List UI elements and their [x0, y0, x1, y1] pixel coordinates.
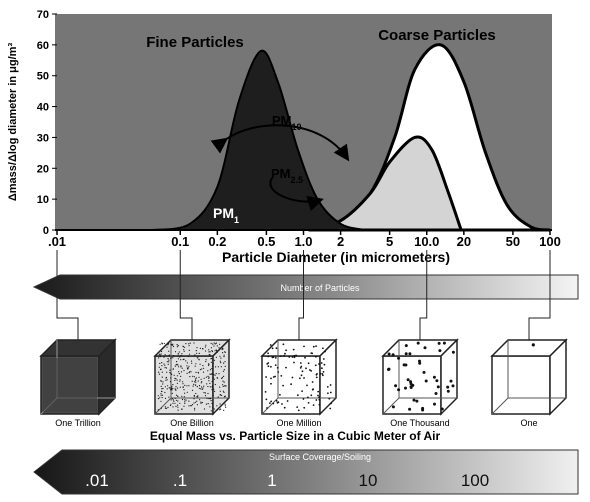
cube-connector-line: [298, 250, 304, 340]
surface-value: .1: [173, 471, 187, 490]
cube-connector-line: [528, 250, 551, 340]
surface-value: .01: [85, 471, 109, 490]
surface-coverage-bar: Surface Coverage/Soiling .01 .1 1 10 100: [33, 449, 579, 495]
y-tick-label: 40: [37, 102, 49, 114]
cube-2: One Billion: [153, 338, 231, 428]
x-tick-label: 5: [386, 234, 393, 249]
x-tick-label: 10.0: [414, 234, 439, 249]
y-tick-label: 10: [37, 194, 49, 206]
cube-caption: One Thousand: [390, 418, 449, 428]
y-axis-ticks: 0 10 20 30 40 50 60 70: [37, 9, 57, 237]
pm25-label: PM2.5: [271, 166, 303, 185]
x-tick-label: 0.2: [208, 234, 226, 249]
y-tick-label: 50: [37, 71, 49, 83]
x-tick-label: 2: [337, 234, 344, 249]
cubes-row: One Trillion One Billion One Million One Th…: [39, 338, 568, 428]
coarse-particles-label: Coarse Particles: [378, 27, 496, 44]
x-tick-label: 0.5: [257, 234, 275, 249]
x-tick-label: 1.0: [294, 234, 312, 249]
surface-value: 10: [359, 471, 378, 490]
surface-value: 100: [461, 471, 489, 490]
cube-connector-line: [179, 250, 193, 340]
cube-5: One: [490, 338, 568, 428]
x-axis-ticks: .01 0.1 0.2 0.5 1.0 2 5 10.0 20 50 100: [48, 230, 561, 249]
cube-caption: One Billion: [170, 418, 214, 428]
surface-values: .01 .1 1 10 100: [85, 471, 489, 490]
x-tick-label: .01: [48, 234, 66, 249]
y-axis-label: Δmass/Δlog diameter in μg/m³: [7, 43, 19, 202]
x-tick-label: 100: [539, 234, 561, 249]
cube-1: One Trillion: [39, 338, 117, 428]
cube-connectors: [56, 250, 551, 340]
number-of-particles-bar: Number of Particles: [32, 274, 579, 300]
x-axis-label: Particle Diameter (in micrometers): [222, 249, 450, 265]
cube-connector-line: [419, 250, 428, 340]
y-tick-label: 30: [37, 132, 49, 144]
y-tick-label: 0: [43, 225, 49, 237]
pm25-area: [308, 135, 464, 232]
y-tick-label: 20: [37, 163, 49, 175]
pm1-label: PM1: [213, 205, 239, 225]
pm10-arrow: [210, 124, 350, 162]
cube-4: One Thousand: [381, 338, 459, 428]
cube-connector-line: [56, 250, 79, 340]
cube-caption: One Trillion: [55, 418, 101, 428]
x-tick-label: 0.1: [171, 234, 189, 249]
cube-caption: One Million: [276, 418, 321, 428]
pm25-arrow: [269, 177, 324, 212]
cubes-caption: Equal Mass vs. Particle Size in a Cubic …: [150, 429, 441, 443]
number-of-particles-label: Number of Particles: [280, 283, 360, 293]
cube-caption: One: [520, 418, 537, 428]
x-tick-label: 20: [457, 234, 471, 249]
surface-value: 1: [267, 471, 276, 490]
fine-particles-label: Fine Particles: [146, 34, 244, 51]
cube-3: One Million: [260, 338, 338, 428]
x-tick-label: 50: [506, 234, 520, 249]
y-tick-label: 70: [37, 9, 49, 21]
surface-coverage-label: Surface Coverage/Soiling: [269, 452, 371, 462]
pm10-label: PM10: [272, 113, 302, 132]
y-tick-label: 60: [37, 40, 49, 52]
size-distribution-plot: 0 10 20 30 40 50 60 70 .01 0.1 0.2 0.5 1.0 2 5 10.0 20 5…: [7, 9, 561, 265]
